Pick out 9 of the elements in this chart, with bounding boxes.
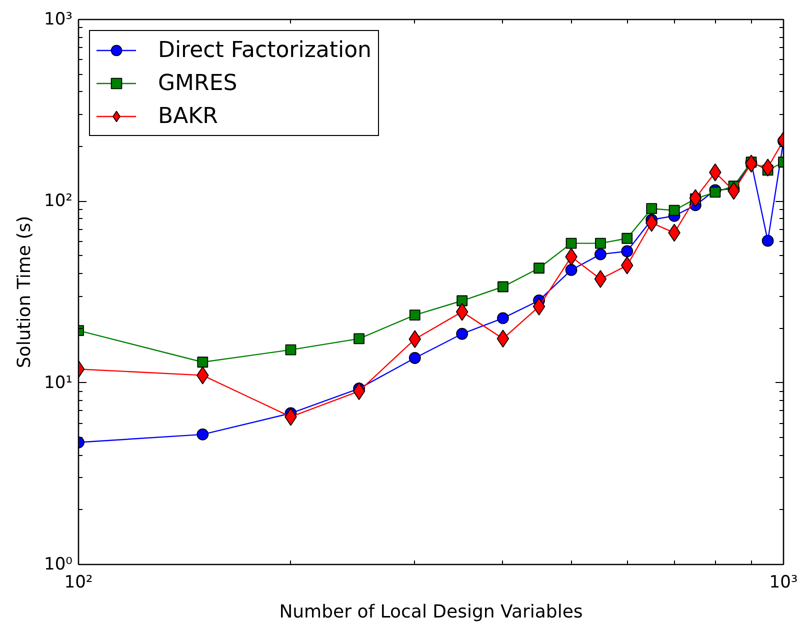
y-tick-label: 10² [44,191,73,212]
y-tick-label: 10⁰ [44,554,73,574]
legend-label: BAKR [158,103,218,129]
legend-label: GMRES [158,70,238,96]
legend-label: Direct Factorization [158,37,372,63]
y-tick-label: 10¹ [44,372,73,393]
y-tick-label: 10³ [44,10,73,30]
y-axis-title: Solution Time (s) [14,216,36,368]
x-axis-title: Number of Local Design Variables [279,602,583,622]
